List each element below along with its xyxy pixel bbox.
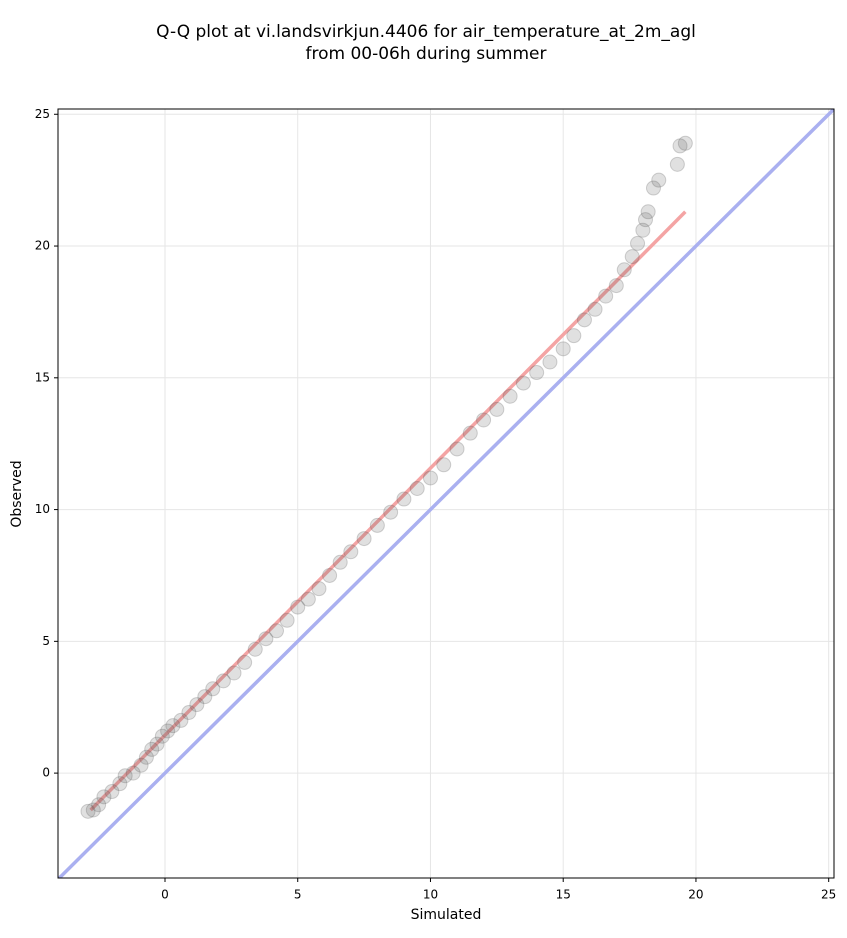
x-tick-label: 0 bbox=[161, 888, 169, 902]
scatter-point bbox=[173, 712, 189, 728]
scatter-point bbox=[462, 425, 478, 441]
reference-line bbox=[58, 109, 834, 878]
scatter-point bbox=[638, 212, 654, 228]
scatter-point bbox=[677, 135, 693, 151]
scatter-point bbox=[133, 757, 149, 773]
scatter-point bbox=[515, 375, 531, 391]
y-tick-label: 0 bbox=[42, 766, 50, 780]
y-tick-label: 25 bbox=[35, 107, 50, 121]
scatter-point bbox=[247, 641, 263, 657]
scatter-point bbox=[117, 768, 133, 784]
scatter-point bbox=[290, 599, 306, 615]
scatter-point bbox=[300, 591, 316, 607]
x-tick-label: 5 bbox=[294, 888, 302, 902]
scatter-point bbox=[160, 723, 176, 739]
scatter-point bbox=[396, 491, 412, 507]
scatter-point bbox=[356, 531, 372, 547]
scatter-point bbox=[258, 631, 274, 647]
scatter-point bbox=[587, 301, 603, 317]
plot-frame bbox=[57, 108, 835, 879]
scatter-point bbox=[616, 262, 632, 278]
scatter-point bbox=[576, 312, 592, 328]
scatter-point bbox=[149, 736, 165, 752]
scatter-point bbox=[542, 354, 558, 370]
scatter-point bbox=[449, 441, 465, 457]
scatter-point bbox=[566, 328, 582, 344]
scatter-point bbox=[165, 718, 181, 734]
scatter-point bbox=[322, 567, 338, 583]
scatter-point bbox=[436, 457, 452, 473]
scatter-point bbox=[645, 180, 661, 196]
x-tick-label: 20 bbox=[688, 888, 703, 902]
scatter-point bbox=[85, 802, 101, 818]
scatter-point bbox=[555, 341, 571, 357]
scatter-point bbox=[369, 517, 385, 533]
scatter-point bbox=[529, 365, 545, 381]
x-tick-label: 25 bbox=[821, 888, 836, 902]
scatter-point bbox=[332, 554, 348, 570]
scatter-point bbox=[608, 278, 624, 294]
scatter-point bbox=[640, 204, 656, 220]
y-tick-label: 15 bbox=[35, 370, 50, 384]
scatter-point bbox=[91, 797, 107, 813]
scatter-point bbox=[205, 681, 221, 697]
y-axis-label: Observed bbox=[9, 460, 25, 527]
scatter-point bbox=[422, 470, 438, 486]
scatter-point bbox=[672, 138, 688, 154]
scatter-point bbox=[624, 249, 640, 265]
scatter-point bbox=[138, 749, 154, 765]
scatter-point bbox=[279, 612, 295, 628]
scatter-point bbox=[215, 673, 231, 689]
scatter-point bbox=[237, 654, 253, 670]
scatter-point bbox=[80, 803, 96, 819]
scatter-point bbox=[409, 480, 425, 496]
scatter-point bbox=[125, 765, 141, 781]
scatter-point bbox=[651, 172, 667, 188]
scatter-point bbox=[343, 544, 359, 560]
y-tick-label: 5 bbox=[42, 634, 50, 648]
scatter-point bbox=[181, 704, 197, 720]
reference-line bbox=[89, 210, 687, 812]
scatter-point bbox=[476, 412, 492, 428]
scatter-point bbox=[268, 623, 284, 639]
scatter-point bbox=[144, 741, 160, 757]
chart-title: Q-Q plot at vi.landsvirkjun.4406 for air… bbox=[156, 22, 696, 42]
scatter-point bbox=[104, 784, 120, 800]
scatter-point bbox=[197, 689, 213, 705]
plot-area bbox=[58, 109, 834, 878]
scatter-point bbox=[112, 776, 128, 792]
y-tick-label: 10 bbox=[35, 502, 50, 516]
scatter-point bbox=[635, 222, 651, 238]
x-axis-label: Simulated bbox=[411, 907, 482, 923]
scatter-point bbox=[669, 156, 685, 172]
scatter-point bbox=[598, 288, 614, 304]
scatter-point bbox=[189, 697, 205, 713]
chart-title: from 00-06h during summer bbox=[306, 44, 547, 64]
scatter-point bbox=[502, 388, 518, 404]
scatter-point bbox=[154, 728, 170, 744]
scatter-point bbox=[311, 581, 327, 597]
y-tick-label: 20 bbox=[35, 239, 50, 253]
x-tick-label: 15 bbox=[556, 888, 571, 902]
scatter-point bbox=[630, 235, 646, 251]
scatter-point bbox=[96, 789, 112, 805]
x-tick-label: 10 bbox=[423, 888, 438, 902]
scatter-point bbox=[383, 504, 399, 520]
scatter-point bbox=[489, 401, 505, 417]
scatter-point bbox=[226, 665, 242, 681]
